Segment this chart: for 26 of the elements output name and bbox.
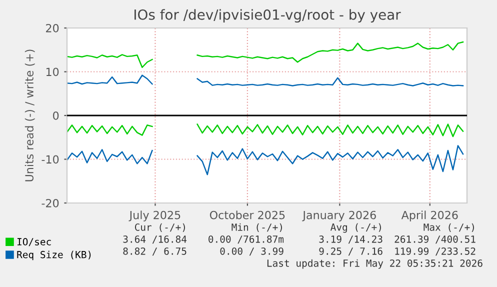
y-tick-label: -10 bbox=[42, 155, 59, 164]
y-axis-title: Units read (-) / write (+) bbox=[24, 50, 35, 182]
text: Last update: Fri May 22 05:35:21 2026 bbox=[267, 259, 482, 269]
text: Min (-/+) bbox=[232, 223, 282, 232]
text: 9.25 / 7.16 bbox=[319, 247, 382, 256]
x-tick-label: October 2025 bbox=[210, 210, 285, 220]
x-tick-label: July 2025 bbox=[128, 210, 180, 222]
y-tick-label: -20 bbox=[42, 198, 59, 208]
chart-title: IOs for /dev/ipvisie01-vg/root - by year bbox=[134, 9, 401, 23]
text: 119.99 /233.52 bbox=[395, 247, 476, 256]
text: 3.64 /16.84 bbox=[123, 235, 187, 244]
text: Max (-/+) bbox=[424, 223, 474, 232]
text: Avg (-/+) bbox=[330, 223, 381, 233]
text: 0.00 / 3.99 bbox=[220, 247, 284, 256]
text: 8.82 / 6.75 bbox=[123, 247, 186, 256]
text: 3.19 /14.23 bbox=[319, 235, 382, 244]
y-tick-label: 10 bbox=[46, 68, 59, 76]
legend-label: Req Size (KB) bbox=[17, 250, 91, 260]
text: 0.00 /761.87m bbox=[208, 235, 284, 244]
y-tick-label: 0 bbox=[53, 111, 59, 120]
legend-label: IO/sec bbox=[17, 238, 51, 246]
x-tick-label: April 2026 bbox=[401, 210, 458, 222]
y-tick-label: 20 bbox=[46, 24, 59, 32]
text: Cur (-/+) bbox=[134, 223, 185, 232]
text: 261.39 /400.51 bbox=[394, 235, 476, 244]
x-tick-label: January 2026 bbox=[302, 210, 376, 222]
